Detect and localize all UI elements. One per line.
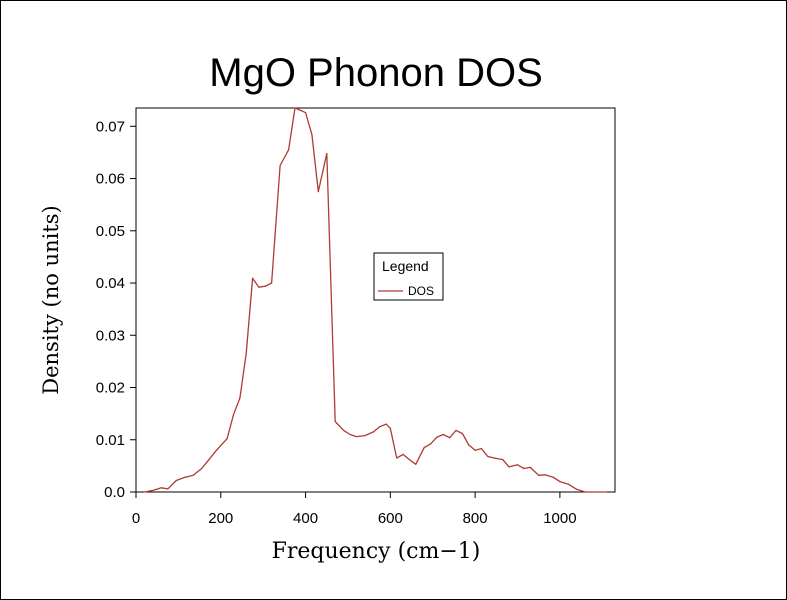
data-point [597,491,599,493]
data-point [423,447,425,449]
data-point [184,476,186,478]
y-axis: 0.0 0.01 0.02 0.03 0.04 0.05 0.06 0.07 [96,118,136,501]
data-point [480,448,483,450]
data-point [605,491,608,493]
data-point [311,134,313,136]
data-point [552,476,555,478]
data-point [152,489,154,491]
data-point [529,466,531,468]
data-point [402,453,404,455]
data-point [317,191,319,193]
data-point [559,481,561,483]
data-point [207,460,209,462]
data-point [201,467,203,470]
y-tick-label: 0.01 [96,432,125,449]
data-point [468,444,470,446]
data-point [364,435,366,437]
legend-box [373,252,444,301]
data-point [334,420,336,423]
data-point [436,436,438,438]
data-point [538,474,540,476]
data-point [487,455,489,458]
x-tick-label: 800 [463,510,488,527]
data-point [408,459,410,461]
data-point [455,429,457,431]
x-axis-label: Frequency (cm−1) [272,539,481,564]
y-tick-label: 0.04 [96,275,125,292]
data-point [567,483,570,485]
data-point [493,457,495,459]
data-point [385,423,387,425]
data-point [442,433,444,436]
data-point [396,457,398,459]
data-point [264,285,266,287]
x-tick-label: 1000 [543,510,576,527]
data-point [305,112,307,114]
data-point [192,474,194,476]
data-point [576,488,578,490]
data-point [252,277,254,279]
data-point [294,107,296,109]
x-tick-label: 0 [132,510,140,527]
data-point [326,152,328,155]
x-axis: 0 200 400 600 800 1000 [132,492,577,527]
data-point [389,427,391,429]
data-point [143,491,146,493]
data-point [349,433,351,436]
y-tick-label: 0.02 [96,380,125,397]
legend-title: Legend [382,258,429,274]
x-tick-label: 600 [378,510,403,527]
y-tick-label: 0.06 [96,171,125,188]
data-point [502,459,504,461]
series-line-dos [144,107,607,493]
data-point [474,449,476,451]
data-point [226,438,228,440]
data-point [379,426,381,428]
data-point [430,443,432,445]
data-point [415,463,417,465]
data-point [508,466,510,468]
data-point [523,467,525,470]
data-point [449,437,451,439]
data-point [591,491,593,493]
data-point [461,432,463,435]
y-tick-label: 0.07 [96,118,125,135]
data-point [584,491,586,493]
data-point [167,488,169,490]
series-points-dos [143,107,608,493]
data-point [271,282,273,284]
x-tick-label: 200 [208,510,233,527]
chart-title: MgO Phonon DOS [209,51,543,95]
data-point [516,464,519,466]
legend-entry-dos: DOS [408,284,434,298]
data-point [300,110,302,112]
y-tick-label: 0.05 [96,223,125,240]
data-point [279,164,281,167]
data-point [160,487,162,489]
y-axis-label: Density (no units) [39,205,63,394]
data-point [232,414,235,416]
legend: Legend DOS [373,252,444,301]
y-tick-label: 0.0 [104,484,125,501]
data-point [245,353,247,355]
data-point [215,449,218,451]
plot-area [135,107,616,493]
data-point [355,436,357,438]
data-point [239,397,241,399]
data-point [372,431,374,433]
data-point [258,286,260,288]
x-tick-label: 400 [293,510,318,527]
data-point [288,149,290,151]
data-point [175,479,177,482]
data-point [343,429,345,431]
y-tick-label: 0.03 [96,327,125,344]
data-point [544,474,546,476]
